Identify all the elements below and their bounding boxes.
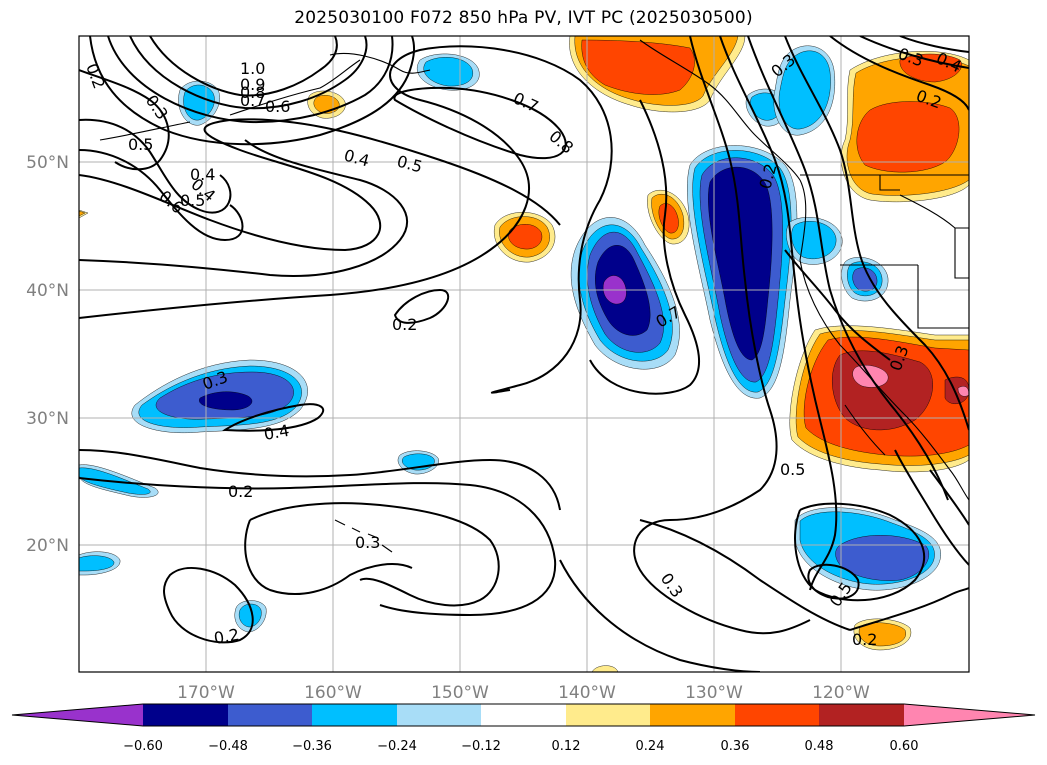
colorbar-extend-low bbox=[12, 704, 143, 726]
lat-label: 20°N bbox=[26, 536, 69, 556]
contour-label: 0.4 bbox=[262, 421, 290, 444]
coastlines bbox=[99, 39, 969, 553]
contour-label: 0.5 bbox=[128, 135, 153, 154]
colorbar-extend-high bbox=[904, 704, 1035, 726]
colorbar-bin bbox=[397, 704, 481, 726]
contour-label: 0.2 bbox=[228, 482, 253, 501]
colorbar-tick-label: 0.36 bbox=[721, 739, 750, 754]
contour-label: 0.2 bbox=[212, 625, 240, 648]
colorbar-tick-label: 0.48 bbox=[805, 739, 834, 754]
contour-label: 0.5 bbox=[780, 460, 805, 479]
lat-label: 40°N bbox=[26, 281, 69, 301]
positive-anomaly-alaska bbox=[569, 36, 746, 113]
colorbar-outline bbox=[11, 703, 1036, 727]
colorbar: −0.60 −0.48 −0.36 −0.24 −0.12 0.12 0.24 … bbox=[11, 703, 1036, 754]
lon-label: 170°W bbox=[177, 683, 235, 703]
positive-anomaly-sw-us bbox=[789, 325, 969, 473]
colorbar-tick-label: −0.12 bbox=[461, 739, 501, 754]
contour-label: 1.0 bbox=[240, 59, 265, 78]
colorbar-bin bbox=[566, 704, 650, 726]
colorbar-tick-label: 0.12 bbox=[552, 739, 581, 754]
colorbar-tick-label: −0.60 bbox=[123, 739, 163, 754]
colorbar-bin bbox=[228, 704, 312, 726]
lon-label: 150°W bbox=[431, 683, 489, 703]
contour-label: 0.2 bbox=[392, 315, 417, 334]
contour-label: 0.5 bbox=[180, 191, 205, 210]
longitude-labels: 170°W 160°W 150°W 140°W 130°W 120°W bbox=[177, 683, 870, 703]
negative-anomaly-140w bbox=[570, 217, 680, 370]
colorbar-bin bbox=[735, 704, 819, 726]
colorbar-tick-label: −0.24 bbox=[377, 739, 417, 754]
lon-label: 140°W bbox=[558, 683, 616, 703]
negative-anomaly-30n-168w bbox=[131, 359, 308, 433]
latitude-labels: 50°N 40°N 30°N 20°N bbox=[26, 153, 69, 556]
colorbar-tick-labels: −0.60 −0.48 −0.36 −0.24 −0.12 0.12 0.24 … bbox=[123, 739, 918, 754]
map-frame bbox=[78, 35, 970, 673]
positive-anomaly-small bbox=[79, 90, 912, 672]
colorbar-bin bbox=[312, 704, 397, 726]
negative-anomaly-128w bbox=[687, 145, 798, 399]
contour-label: 0.2 bbox=[852, 630, 877, 649]
map-content: 1.0 0.9 0.8 0.7 0.6 0.5 0.4 0.3 0.2 0.7 … bbox=[79, 36, 969, 672]
lon-label: 130°W bbox=[685, 683, 743, 703]
contour-label: 0.4 bbox=[190, 165, 215, 184]
contour-label: 0.8 bbox=[240, 83, 265, 102]
colorbar-bin bbox=[650, 704, 735, 726]
pv-contours bbox=[79, 36, 969, 672]
contour-label: 0.6 bbox=[265, 97, 290, 116]
contour-label: 0.3 bbox=[355, 533, 380, 552]
lon-label: 120°W bbox=[812, 683, 870, 703]
lon-label: 160°W bbox=[304, 683, 362, 703]
positive-anomaly-nw-america bbox=[841, 51, 969, 203]
contour-label: 0.9 bbox=[240, 75, 265, 94]
colorbar-tick-label: 0.60 bbox=[890, 739, 919, 754]
contour-label: 0.7 bbox=[240, 91, 265, 110]
colorbar-bin bbox=[819, 704, 904, 726]
colorbar-bin bbox=[143, 704, 228, 726]
lat-label: 30°N bbox=[26, 409, 69, 429]
colorbar-tick-label: −0.48 bbox=[208, 739, 248, 754]
colorbar-tick-label: 0.24 bbox=[636, 739, 665, 754]
colorbar-bin bbox=[481, 704, 566, 726]
map-title: 2025030100 F072 850 hPa PV, IVT PC (2025… bbox=[294, 8, 753, 28]
lat-label: 50°N bbox=[26, 153, 69, 173]
colorbar-tick-label: −0.36 bbox=[292, 739, 332, 754]
